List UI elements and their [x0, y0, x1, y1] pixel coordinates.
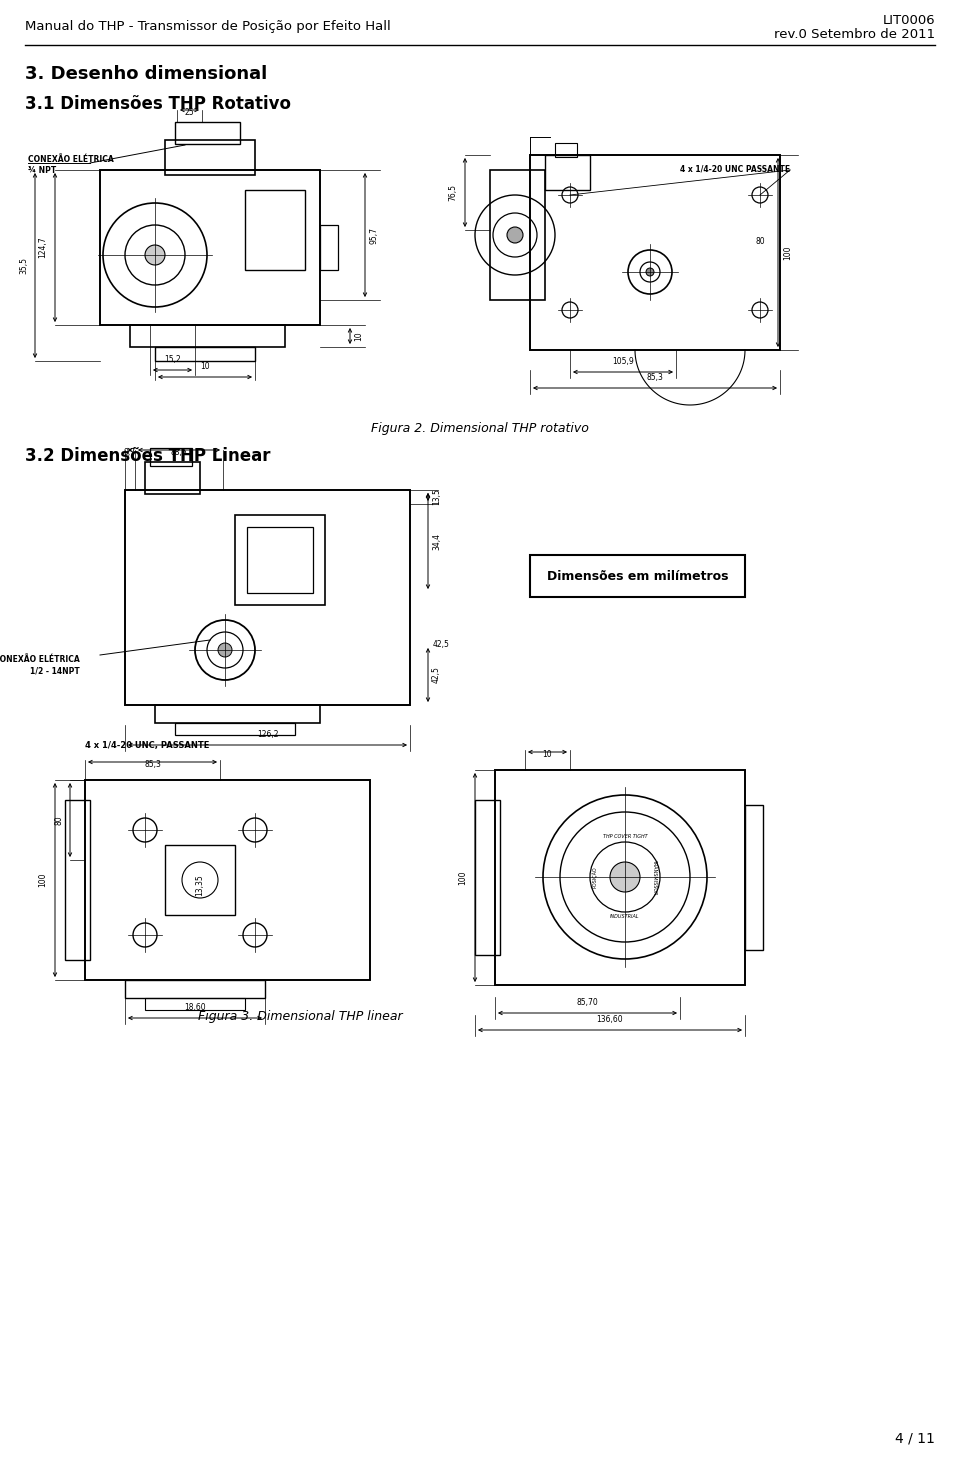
Text: 10: 10 — [354, 332, 363, 341]
Text: 85,3: 85,3 — [647, 373, 663, 382]
Bar — [165, 140, 255, 175]
Text: Figura 2. Dimensional THP rotativo: Figura 2. Dimensional THP rotativo — [372, 423, 588, 436]
Text: 18,60: 18,60 — [184, 1003, 205, 1012]
Text: 4 x 1/4-20 UNC PASSANTE: 4 x 1/4-20 UNC PASSANTE — [680, 165, 790, 174]
Text: 3. Desenho dimensional: 3. Desenho dimensional — [25, 64, 267, 83]
Text: 35,5: 35,5 — [19, 257, 28, 273]
Bar — [145, 999, 245, 1010]
Bar — [530, 155, 780, 349]
Text: 9,7: 9,7 — [124, 447, 136, 458]
Text: rev.0 Setembro de 2011: rev.0 Setembro de 2011 — [774, 28, 935, 41]
Bar — [745, 806, 763, 950]
Text: 4 x 1/4-20 UNC, PASSANTE: 4 x 1/4-20 UNC, PASSANTE — [85, 741, 209, 750]
Bar — [125, 980, 265, 999]
Text: 100: 100 — [458, 870, 467, 885]
Circle shape — [145, 246, 165, 265]
Bar — [475, 800, 500, 955]
Text: 80: 80 — [755, 237, 764, 247]
Bar — [65, 800, 90, 961]
Circle shape — [646, 268, 654, 276]
Text: Manual do THP - Transmissor de Posição por Efeito Hall: Manual do THP - Transmissor de Posição p… — [25, 20, 391, 34]
Text: POSIÇÃO: POSIÇÃO — [592, 866, 598, 887]
Circle shape — [610, 863, 640, 892]
Text: 13,5: 13,5 — [432, 488, 441, 506]
Bar — [490, 170, 545, 300]
Bar — [555, 143, 577, 156]
Text: THP COVER TIGHT: THP COVER TIGHT — [603, 835, 647, 839]
Text: 25: 25 — [184, 108, 194, 117]
Bar — [320, 225, 338, 270]
Text: 85,70: 85,70 — [577, 999, 598, 1007]
Text: 80: 80 — [54, 816, 63, 825]
Bar — [175, 724, 295, 735]
Text: 13,35: 13,35 — [196, 874, 204, 896]
Text: 136,60: 136,60 — [597, 1015, 623, 1023]
Text: 95,7: 95,7 — [370, 227, 379, 244]
Bar — [100, 170, 320, 325]
Circle shape — [507, 227, 523, 243]
Bar — [245, 190, 305, 270]
Text: 42,5: 42,5 — [433, 640, 450, 649]
Bar — [235, 515, 325, 605]
Bar — [165, 845, 235, 915]
Bar — [130, 325, 285, 346]
Bar — [247, 526, 313, 594]
Bar — [145, 462, 200, 494]
Text: 15,2: 15,2 — [164, 355, 180, 364]
Text: CONEXÃO ELÉTRICA
¾ NPT: CONEXÃO ELÉTRICA ¾ NPT — [28, 155, 113, 175]
Circle shape — [218, 643, 232, 656]
Bar — [125, 490, 410, 705]
Bar — [150, 447, 192, 466]
Text: INDUSTRIAL: INDUSTRIAL — [611, 915, 639, 920]
Bar — [530, 556, 745, 596]
Text: Figura 3. Dimensional THP linear: Figura 3. Dimensional THP linear — [198, 1010, 402, 1023]
Text: Dimensões em milímetros: Dimensões em milímetros — [547, 570, 729, 582]
Text: 3.2 Dimensões THP Linear: 3.2 Dimensões THP Linear — [25, 447, 271, 465]
Text: 126,2: 126,2 — [256, 730, 278, 738]
Text: 88,5: 88,5 — [171, 447, 187, 458]
Text: 10: 10 — [542, 750, 552, 759]
Text: LIT0006: LIT0006 — [882, 15, 935, 26]
Text: 10: 10 — [201, 363, 210, 371]
Text: 100: 100 — [783, 246, 792, 260]
Text: CONEXÃO ELÉTRICA
1/2 - 14NPT: CONEXÃO ELÉTRICA 1/2 - 14NPT — [0, 655, 80, 675]
Bar — [495, 770, 745, 985]
Text: 34,4: 34,4 — [432, 532, 441, 550]
Text: 76,5: 76,5 — [448, 184, 457, 200]
Bar — [175, 121, 240, 143]
Text: 3.1 Dimensões THP Rotativo: 3.1 Dimensões THP Rotativo — [25, 95, 291, 113]
Bar — [545, 155, 590, 190]
Text: 42,5: 42,5 — [432, 667, 441, 683]
Text: 4 / 11: 4 / 11 — [895, 1431, 935, 1444]
Text: TRANSMISSOR: TRANSMISSOR — [653, 860, 658, 895]
Bar — [155, 346, 255, 361]
Bar — [155, 705, 320, 724]
Text: 100: 100 — [38, 873, 47, 887]
Text: 105,9: 105,9 — [612, 357, 634, 366]
Bar — [85, 781, 370, 980]
Text: 124,7: 124,7 — [38, 237, 47, 259]
Text: 85,3: 85,3 — [144, 760, 161, 769]
